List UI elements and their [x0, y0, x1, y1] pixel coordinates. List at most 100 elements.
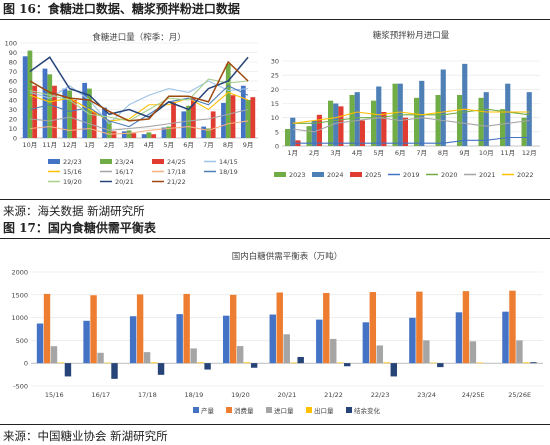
y-tick-label: 0 — [275, 143, 279, 151]
bar-产量 — [455, 312, 463, 364]
x-tick-label: 4月 — [144, 141, 155, 149]
line-2021 — [292, 117, 530, 133]
figure16-title: 图 16：食糖进口数据、糖浆预拌粉进口数据 — [0, 0, 550, 20]
bar-进口量 — [423, 340, 430, 364]
x-tick-label: 12月 — [522, 149, 537, 157]
legend-label: 2019 — [403, 171, 420, 179]
line-20/21 — [29, 56, 249, 118]
line-2022 — [292, 108, 530, 124]
bar-22/23 — [240, 85, 246, 138]
x-tick-label: 9月 — [459, 149, 470, 157]
bar-24/25 — [131, 133, 137, 138]
bar-出口量 — [476, 362, 484, 364]
bar-2024 — [462, 63, 468, 147]
bar-2024 — [526, 92, 532, 146]
legend-label: 进口量 — [274, 407, 294, 415]
figure17-title: 图 17：国内食糖供需平衡表 — [0, 219, 550, 239]
bar-23/24 — [87, 88, 92, 138]
y-tick-label: 25 — [271, 72, 279, 80]
bar-结余变化 — [437, 363, 444, 368]
bar-进口量 — [236, 346, 244, 364]
legend-swatch — [346, 407, 352, 413]
y-tick-label: 60 — [9, 78, 17, 86]
y-tick-label: 0 — [24, 360, 28, 368]
bar-2023 — [435, 95, 441, 146]
y-tick-label: 50 — [9, 87, 17, 95]
y-tick-label: 20 — [9, 116, 17, 124]
x-tick-label: 17/18 — [138, 391, 157, 399]
x-tick-label: 25/26E — [508, 391, 531, 399]
bar-消费量 — [509, 290, 516, 364]
legend-label: 17/18 — [167, 168, 186, 176]
bar-消费量 — [136, 294, 144, 364]
y-tick-label: 1000 — [11, 314, 28, 322]
legend-label: 2022 — [517, 171, 534, 179]
line-21/22 — [29, 60, 249, 122]
legend-label: 18/19 — [219, 168, 238, 176]
line-19/20 — [29, 78, 249, 122]
bar-22/23 — [181, 111, 187, 138]
y-tick-label: 40 — [9, 97, 17, 105]
y-tick-label: 15 — [271, 100, 279, 108]
bar-23/24 — [106, 120, 112, 138]
bar-出口量 — [150, 362, 158, 364]
bar-产量 — [129, 316, 137, 364]
bar-产量 — [502, 311, 509, 364]
x-tick-label: 1月 — [287, 149, 298, 157]
y-tick-label: 10 — [271, 114, 279, 122]
bar-消费量 — [276, 292, 283, 364]
x-tick-label: 4月 — [352, 149, 363, 157]
x-tick-label: 20/21 — [278, 391, 297, 399]
bar-2025 — [338, 106, 344, 146]
bar-进口量 — [376, 345, 384, 364]
bar-进口量 — [97, 352, 104, 364]
line-16/17 — [29, 108, 249, 131]
bar-出口量 — [197, 362, 204, 364]
bar-24/25 — [111, 131, 117, 138]
x-tick-label: 19/20 — [231, 391, 250, 399]
bar-进口量 — [50, 346, 58, 364]
legend-label: 21/22 — [167, 178, 186, 186]
bar-进口量 — [330, 338, 337, 364]
bar-出口量 — [290, 362, 297, 364]
bar-24/25 — [91, 111, 97, 138]
y-tick-label: 80 — [9, 59, 17, 67]
bar-产量 — [223, 315, 230, 364]
bar-产量 — [409, 317, 416, 364]
legend-label: 2021 — [479, 171, 496, 179]
bar-22/23 — [201, 126, 207, 138]
bar-结余变化 — [111, 363, 118, 379]
legend-label: 2024 — [327, 171, 344, 179]
x-tick-label: 6月 — [395, 149, 406, 157]
x-tick-label: 8月 — [223, 141, 234, 149]
figure16-title-text: 图 16：食糖进口数据、糖浆预拌粉进口数据 — [3, 2, 240, 16]
bar-消费量 — [43, 293, 51, 364]
bar-结余变化 — [250, 363, 258, 368]
bar-结余变化 — [390, 363, 397, 377]
x-tick-label: 9月 — [243, 141, 254, 149]
x-tick-label: 3月 — [124, 141, 135, 149]
legend-swatch — [100, 159, 112, 164]
bar-2024 — [290, 117, 296, 146]
x-tick-label: 21/22 — [324, 391, 343, 399]
chart-title: 食糖进口量（榨季：月） — [92, 32, 186, 43]
x-tick-label: 1月 — [84, 141, 95, 149]
y-tick-label: 100 — [5, 40, 17, 48]
balance-sheet-chart: 国内白糖供需平衡表（万吨） -500 0 500 1000 1500 2000 15/16 16… — [11, 251, 543, 415]
legend-label: 2025 — [365, 171, 382, 179]
bar-22/23 — [62, 88, 68, 138]
x-tick-label: 5月 — [373, 149, 384, 157]
chart-title: 国内白糖供需平衡表（万吨） — [232, 251, 343, 262]
bar-2025 — [359, 120, 365, 146]
x-tick-label: 6月 — [183, 141, 194, 149]
bar-产量 — [316, 319, 323, 364]
bar-2024 — [505, 83, 511, 146]
bar-结余变化 — [157, 363, 165, 375]
bar-23/24 — [245, 100, 251, 138]
chart-title: 糖浆预拌粉月进口量 — [373, 30, 450, 41]
legend-label: 出口量 — [314, 406, 334, 415]
bar-22/23 — [141, 134, 147, 138]
line-2020 — [292, 108, 530, 124]
line-17/18 — [29, 120, 249, 135]
y-tick-label: 5 — [275, 128, 279, 136]
